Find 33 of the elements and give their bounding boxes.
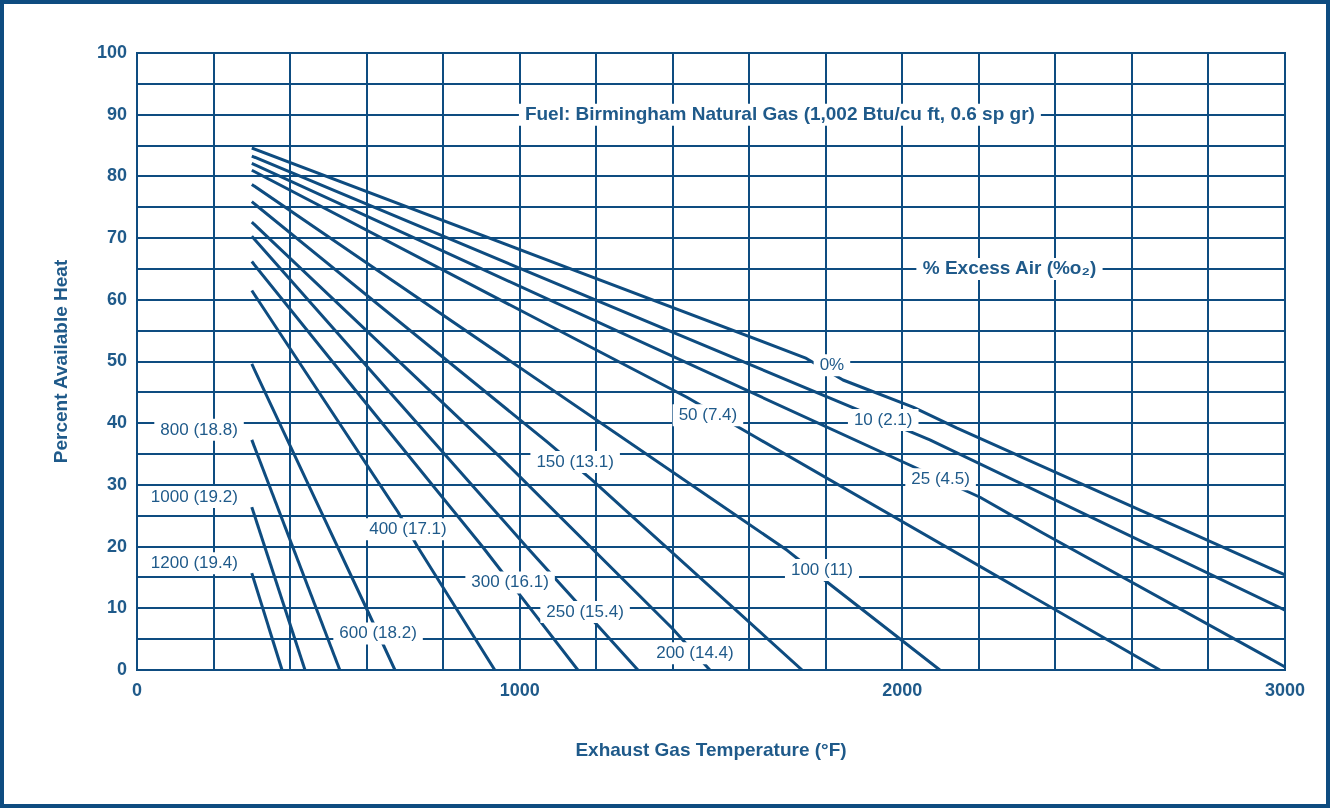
annotation: 10 (2.1)	[853, 409, 913, 429]
annotation: 100 (11)	[790, 559, 853, 579]
y-tick-label: 0	[116, 658, 127, 679]
x-tick-label: 3000	[1264, 679, 1306, 700]
annotation: 300 (16.1)	[471, 572, 549, 592]
annotation: 150 (13.1)	[536, 451, 614, 471]
annotation: % Excess Air (%o₂)	[922, 257, 1097, 279]
y-tick-label: 90	[106, 103, 127, 124]
y-tick-label: 50	[106, 350, 127, 371]
annotation: 200 (14.4)	[656, 643, 734, 663]
y-tick-label: 70	[106, 227, 127, 248]
annotation: 250 (15.4)	[546, 601, 624, 621]
x-axis-title: Exhaust Gas Temperature (°F)	[575, 738, 847, 760]
y-tick-label: 10	[106, 597, 127, 618]
y-tick-label: 80	[106, 165, 127, 186]
annotation: 25 (4.5)	[911, 469, 970, 489]
y-axis-title: Percent Available Heat	[49, 259, 71, 464]
y-tick-label: 40	[106, 412, 127, 433]
y-tick-label: 60	[106, 288, 127, 309]
x-tick-label: 2000	[882, 679, 923, 700]
x-tick-label: 1000	[499, 679, 540, 700]
annotation: Fuel: Birmingham Natural Gas (1,002 Btu/cu ft, 0.6 sp gr)	[524, 102, 1035, 124]
y-tick-label: 20	[106, 535, 127, 556]
annotation: 0%	[819, 354, 845, 374]
y-tick-label: 30	[106, 473, 127, 494]
annotation: 1000 (19.2)	[150, 486, 238, 506]
annotation: 600 (18.2)	[339, 623, 417, 643]
annotation: 1200 (19.4)	[150, 552, 238, 572]
annotation: 400 (17.1)	[369, 519, 447, 539]
y-tick-label: 100	[96, 41, 127, 62]
annotation: 50 (7.4)	[678, 404, 738, 424]
x-tick-label: 0	[131, 679, 143, 700]
annotation: 800 (18.8)	[160, 419, 238, 439]
